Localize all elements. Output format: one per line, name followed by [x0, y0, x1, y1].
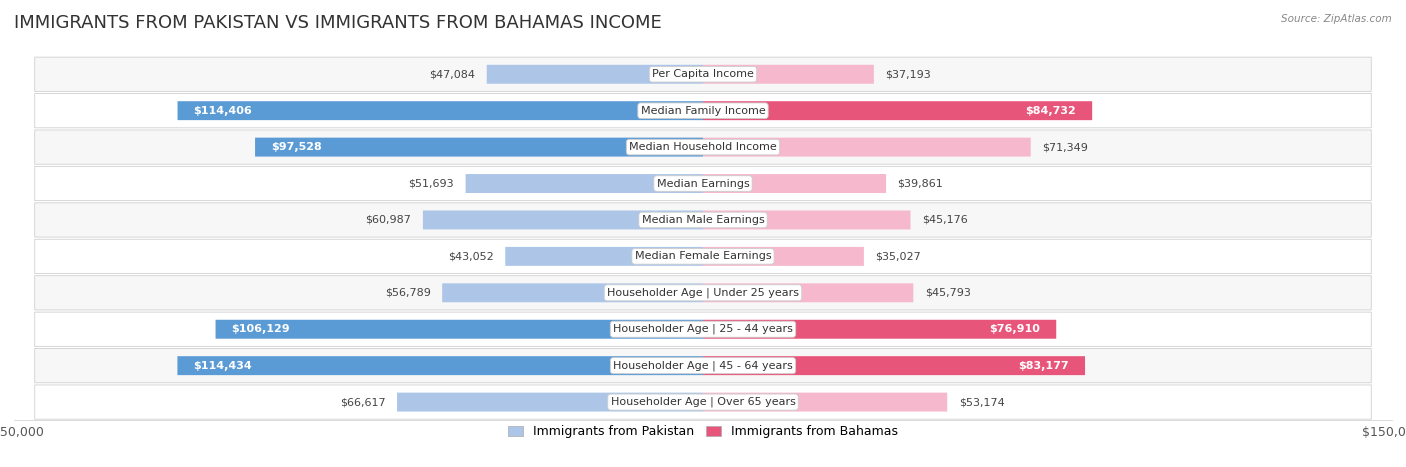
- Text: $35,027: $35,027: [876, 251, 921, 262]
- Text: Median Family Income: Median Family Income: [641, 106, 765, 116]
- FancyBboxPatch shape: [177, 356, 703, 375]
- FancyBboxPatch shape: [703, 174, 886, 193]
- FancyBboxPatch shape: [703, 211, 911, 229]
- Text: Median Female Earnings: Median Female Earnings: [634, 251, 772, 262]
- FancyBboxPatch shape: [35, 130, 1371, 164]
- FancyBboxPatch shape: [254, 138, 703, 156]
- FancyBboxPatch shape: [505, 247, 703, 266]
- FancyBboxPatch shape: [177, 101, 703, 120]
- FancyBboxPatch shape: [35, 203, 1371, 237]
- Text: $45,176: $45,176: [922, 215, 967, 225]
- FancyBboxPatch shape: [441, 283, 703, 302]
- FancyBboxPatch shape: [703, 247, 863, 266]
- Text: Householder Age | Over 65 years: Householder Age | Over 65 years: [610, 397, 796, 407]
- Text: $51,693: $51,693: [409, 178, 454, 189]
- Text: $83,177: $83,177: [1018, 361, 1069, 371]
- Text: Source: ZipAtlas.com: Source: ZipAtlas.com: [1281, 14, 1392, 24]
- FancyBboxPatch shape: [465, 174, 703, 193]
- Text: Median Male Earnings: Median Male Earnings: [641, 215, 765, 225]
- FancyBboxPatch shape: [486, 65, 703, 84]
- FancyBboxPatch shape: [35, 93, 1371, 128]
- FancyBboxPatch shape: [396, 393, 703, 411]
- FancyBboxPatch shape: [703, 65, 873, 84]
- FancyBboxPatch shape: [35, 276, 1371, 310]
- Text: $45,793: $45,793: [925, 288, 970, 298]
- FancyBboxPatch shape: [215, 320, 703, 339]
- FancyBboxPatch shape: [703, 283, 914, 302]
- Text: Per Capita Income: Per Capita Income: [652, 69, 754, 79]
- FancyBboxPatch shape: [35, 57, 1371, 92]
- Text: $84,732: $84,732: [1025, 106, 1076, 116]
- FancyBboxPatch shape: [703, 393, 948, 411]
- FancyBboxPatch shape: [703, 101, 1092, 120]
- Text: Median Earnings: Median Earnings: [657, 178, 749, 189]
- Text: Householder Age | 25 - 44 years: Householder Age | 25 - 44 years: [613, 324, 793, 334]
- Text: $53,174: $53,174: [959, 397, 1004, 407]
- FancyBboxPatch shape: [35, 385, 1371, 419]
- Text: $106,129: $106,129: [232, 324, 290, 334]
- FancyBboxPatch shape: [703, 138, 1031, 156]
- Text: $60,987: $60,987: [366, 215, 412, 225]
- Text: IMMIGRANTS FROM PAKISTAN VS IMMIGRANTS FROM BAHAMAS INCOME: IMMIGRANTS FROM PAKISTAN VS IMMIGRANTS F…: [14, 14, 662, 32]
- FancyBboxPatch shape: [35, 166, 1371, 201]
- Text: $66,617: $66,617: [340, 397, 385, 407]
- Text: $37,193: $37,193: [886, 69, 931, 79]
- Text: $71,349: $71,349: [1042, 142, 1088, 152]
- FancyBboxPatch shape: [35, 348, 1371, 383]
- Text: Median Household Income: Median Household Income: [628, 142, 778, 152]
- Text: $114,406: $114,406: [194, 106, 252, 116]
- Text: $56,789: $56,789: [385, 288, 430, 298]
- Text: $114,434: $114,434: [194, 361, 252, 371]
- Text: $76,910: $76,910: [990, 324, 1040, 334]
- FancyBboxPatch shape: [35, 239, 1371, 274]
- FancyBboxPatch shape: [703, 320, 1056, 339]
- FancyBboxPatch shape: [703, 356, 1085, 375]
- Legend: Immigrants from Pakistan, Immigrants from Bahamas: Immigrants from Pakistan, Immigrants fro…: [503, 420, 903, 443]
- FancyBboxPatch shape: [35, 312, 1371, 347]
- Text: $97,528: $97,528: [271, 142, 322, 152]
- Text: $43,052: $43,052: [449, 251, 494, 262]
- FancyBboxPatch shape: [423, 211, 703, 229]
- Text: Householder Age | Under 25 years: Householder Age | Under 25 years: [607, 288, 799, 298]
- Text: Householder Age | 45 - 64 years: Householder Age | 45 - 64 years: [613, 361, 793, 371]
- Text: $47,084: $47,084: [429, 69, 475, 79]
- Text: $39,861: $39,861: [897, 178, 943, 189]
